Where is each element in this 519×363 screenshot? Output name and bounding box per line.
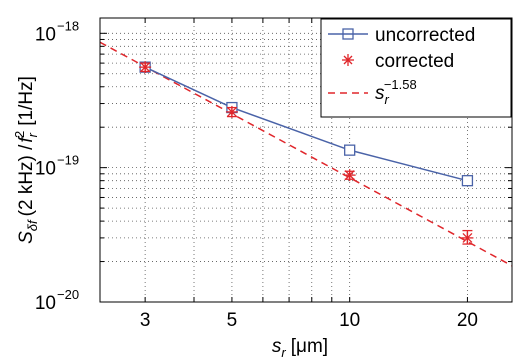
y-axis-label: Sδf (2 kHz) /fr2 [1/Hz]: [12, 76, 40, 244]
y-axis-label-mid: (2 kHz) /: [16, 144, 37, 217]
corrected-point: [139, 61, 152, 74]
y-axis-label-f: f: [16, 136, 37, 143]
corrected-marker-stroke: [462, 232, 473, 243]
legend-fit-label-sub: r: [385, 92, 390, 107]
fit-line-layer: [99, 41, 513, 267]
x-axis-label-sub: r: [281, 345, 286, 358]
corrected-point: [225, 105, 238, 118]
corrected-point: [461, 229, 474, 245]
y-tick-label: 10: [35, 24, 56, 45]
legend-fit-label-exp: −1.58: [384, 77, 417, 92]
x-tick-label: 3: [140, 310, 151, 331]
legend-corrected-label: corrected: [375, 51, 454, 72]
legend-fit-label-main: s: [375, 83, 385, 104]
corrected-marker-stroke: [344, 170, 355, 181]
y-tick-label-base: 10: [35, 24, 56, 45]
uncorrected-marker: [461, 175, 474, 187]
legend-corrected-marker: [342, 54, 354, 66]
corrected-marker-stroke: [226, 106, 237, 117]
uncorrected-line: [144, 66, 468, 182]
uncorrected-marker: [344, 144, 356, 156]
y-tick-label: 10: [35, 159, 56, 180]
y-axis-label-s: S: [16, 231, 37, 244]
series-layer: [139, 61, 474, 245]
x-axis-label-unit: [μm]: [291, 336, 328, 357]
corrected-point: [343, 169, 356, 182]
y-tick-label-base: 10: [35, 293, 56, 314]
y-tick-label-base: 10: [35, 159, 56, 180]
y-axis-label-f-sub: r: [25, 132, 40, 137]
legend: uncorrected corrected sr−1.58: [320, 18, 512, 118]
y-tick-label-exponent: −19: [57, 153, 79, 168]
y-tick-label-exponent: −20: [57, 287, 79, 302]
fit-line: [99, 41, 513, 267]
legend-uncorrected-label: uncorrected: [375, 25, 475, 46]
legend-uncorrected-marker: [342, 28, 354, 40]
x-axis-label-main: s: [272, 336, 282, 357]
plot-frame: [99, 17, 513, 303]
y-tick-label-exponent: −18: [57, 18, 79, 33]
y-axis-label-unit: [1/Hz]: [16, 76, 37, 126]
x-tick-label: 5: [227, 310, 238, 331]
y-axis-label-s-sub: δf: [25, 219, 40, 231]
legend-fit-label: sr−1.58: [375, 77, 417, 107]
x-axis-label: sr [μm]: [272, 336, 328, 358]
y-tick-label: 10: [35, 293, 56, 314]
x-tick-label: 20: [457, 310, 478, 331]
x-tick-label: 10: [339, 310, 360, 331]
y-axis-label-f-sup: 2: [12, 131, 27, 138]
corrected-marker-stroke: [140, 62, 151, 73]
